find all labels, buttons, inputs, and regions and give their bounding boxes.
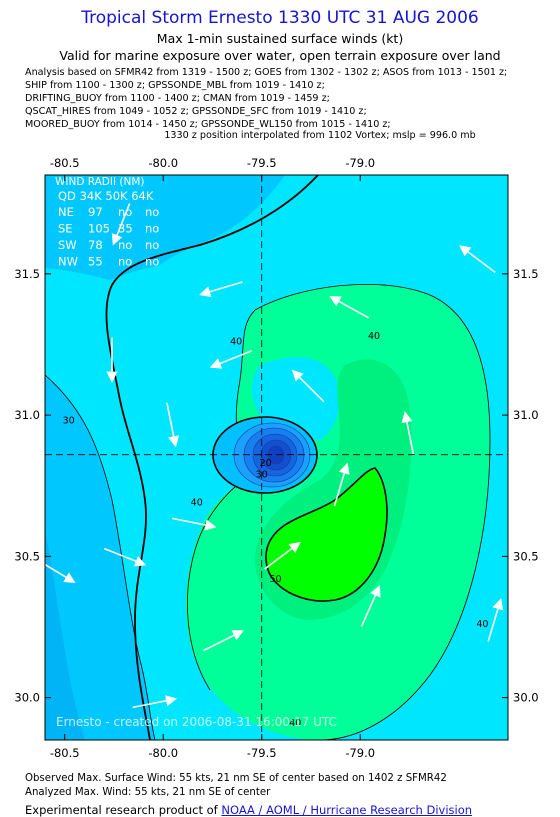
radii-34kt: 78 bbox=[88, 238, 103, 252]
wind-vector-arrow bbox=[264, 541, 301, 570]
contour-40 bbox=[254, 283, 491, 740]
validity-note: Valid for marine exposure over water, op… bbox=[59, 48, 501, 63]
source-line-2: SHIP from 1100 - 1300 z; GPSSONDE_MBL fr… bbox=[25, 80, 325, 91]
y-tick-label-left: 30.0 bbox=[14, 691, 40, 705]
contour-label: 20 bbox=[260, 458, 272, 469]
y-tick-label-right: 31.5 bbox=[513, 267, 539, 281]
position-note: 1330 z position interpolated from 1102 V… bbox=[164, 130, 476, 141]
contour-label: 40 bbox=[476, 619, 488, 630]
wind-vector-arrow bbox=[166, 402, 180, 448]
hrd-link[interactable]: NOAA / AOML / Hurricane Research Divisio… bbox=[221, 803, 473, 817]
radii-quadrant: SW bbox=[58, 238, 77, 252]
radii-50kt: no bbox=[118, 205, 132, 219]
radii-quadrant: SE bbox=[58, 222, 73, 236]
source-line-5: MOORED_BUOY from 1014 - 1450 z; GPSSONDE… bbox=[25, 119, 391, 130]
radii-64kt: no bbox=[145, 238, 159, 252]
product-credit: Experimental research product of NOAA / … bbox=[25, 803, 472, 817]
band-50-60 bbox=[265, 467, 388, 602]
band-nw-20-30 bbox=[45, 175, 285, 280]
y-tick-label-left: 31.0 bbox=[14, 408, 40, 422]
radii-64kt: no bbox=[145, 222, 159, 236]
y-tick-label-right: 31.0 bbox=[513, 408, 539, 422]
wind-vectors bbox=[45, 203, 504, 709]
radii-64kt: no bbox=[145, 255, 159, 269]
wind-vector-arrow bbox=[333, 462, 350, 507]
radii-34kt: 97 bbox=[88, 205, 103, 219]
contour-30-west bbox=[45, 374, 156, 740]
observed-max-wind: Observed Max. Surface Wind: 55 kts, 21 n… bbox=[25, 773, 447, 784]
wind-vector-arrow bbox=[111, 203, 131, 246]
x-tick-label-bottom: -80.5 bbox=[50, 746, 80, 760]
wind-radii-header: QD 34K 50K 64K bbox=[58, 189, 154, 203]
product-credit-prefix: Experimental research product of bbox=[25, 803, 222, 817]
y-tick-label-right: 30.0 bbox=[513, 691, 539, 705]
radii-64kt: no bbox=[145, 205, 159, 219]
wind-vector-arrow bbox=[360, 585, 381, 627]
contour-label: 50 bbox=[269, 574, 281, 585]
radii-50kt: no bbox=[118, 255, 132, 269]
contour-30-bold bbox=[105, 175, 319, 740]
wind-vector-arrow bbox=[104, 547, 147, 567]
wind-radii-table: WIND RADII (NM) QD 34K 50K 64K NE 97 no noS… bbox=[55, 176, 159, 269]
band-20-30 bbox=[45, 375, 155, 740]
x-tick-label-bottom: -79.5 bbox=[247, 746, 277, 760]
wind-vector-arrow bbox=[487, 598, 504, 642]
plot-frame bbox=[44, 174, 509, 741]
chart-subtitle: Max 1-min sustained surface winds (kt) bbox=[156, 31, 404, 46]
x-tick-label-bottom: -79.0 bbox=[345, 746, 375, 760]
radii-50kt: 35 bbox=[118, 222, 133, 236]
wind-vector-arrow bbox=[203, 630, 244, 652]
wind-vector-arrow bbox=[209, 350, 252, 369]
page-title: Tropical Storm Ernesto 1330 UTC 31 AUG 2… bbox=[81, 8, 479, 28]
contour-label: 40 bbox=[191, 498, 203, 509]
x-tick-label-top: -80.0 bbox=[148, 156, 178, 170]
band-lt20 bbox=[45, 530, 85, 740]
wind-vector-arrow bbox=[291, 369, 325, 403]
contour-label: 40 bbox=[289, 718, 301, 729]
credit-watermark: Ernesto - created on 2006-08-31 16:00:17… bbox=[56, 715, 337, 729]
analyzed-max-wind: Analyzed Max. Wind: 55 kts, 21 nm SE of … bbox=[25, 787, 271, 798]
y-tick-label-left: 31.5 bbox=[14, 267, 40, 281]
radii-50kt: no bbox=[118, 238, 132, 252]
radii-quadrant: NE bbox=[58, 205, 74, 219]
wind-vector-arrow bbox=[199, 281, 243, 298]
x-tick-label-top: -80.5 bbox=[50, 156, 80, 170]
wind-vector-arrow bbox=[172, 517, 217, 531]
contour-label: 40 bbox=[368, 331, 380, 342]
center-crosshair bbox=[45, 175, 508, 740]
wind-radii-title: WIND RADII (NM) bbox=[55, 176, 145, 188]
source-line-4: QSCAT_HIRES from 1049 - 1052 z; GPSSONDE… bbox=[25, 106, 367, 117]
x-tick-label-top: -79.0 bbox=[345, 156, 375, 170]
wind-vector-arrow bbox=[45, 563, 76, 583]
contour-label: 40 bbox=[230, 337, 242, 348]
y-tick-label-left: 30.5 bbox=[14, 549, 40, 563]
radii-quadrant: NW bbox=[58, 255, 78, 269]
y-tick-label-right: 30.5 bbox=[513, 549, 539, 563]
radii-34kt: 105 bbox=[88, 222, 110, 236]
wind-vector-arrow bbox=[401, 411, 415, 456]
contour-label: 30 bbox=[63, 416, 75, 427]
x-tick-label-bottom: -80.0 bbox=[148, 746, 178, 760]
source-line-3: DRIFTING_BUOY from 1100 - 1400 z; CMAN f… bbox=[25, 93, 330, 104]
radii-34kt: 55 bbox=[88, 255, 103, 269]
wind-vector-arrow bbox=[132, 695, 178, 709]
source-line-1: Analysis based on SFMR42 from 1319 - 150… bbox=[25, 67, 508, 78]
wind-vector-arrow bbox=[329, 296, 370, 319]
axis-ticks: -80.5 -80.5 -80.0 -80.0 -79.5 -79.5 -79.0 -79.0… bbox=[14, 156, 538, 760]
x-tick-label-top: -79.5 bbox=[247, 156, 277, 170]
wind-vector-arrow bbox=[459, 245, 496, 273]
